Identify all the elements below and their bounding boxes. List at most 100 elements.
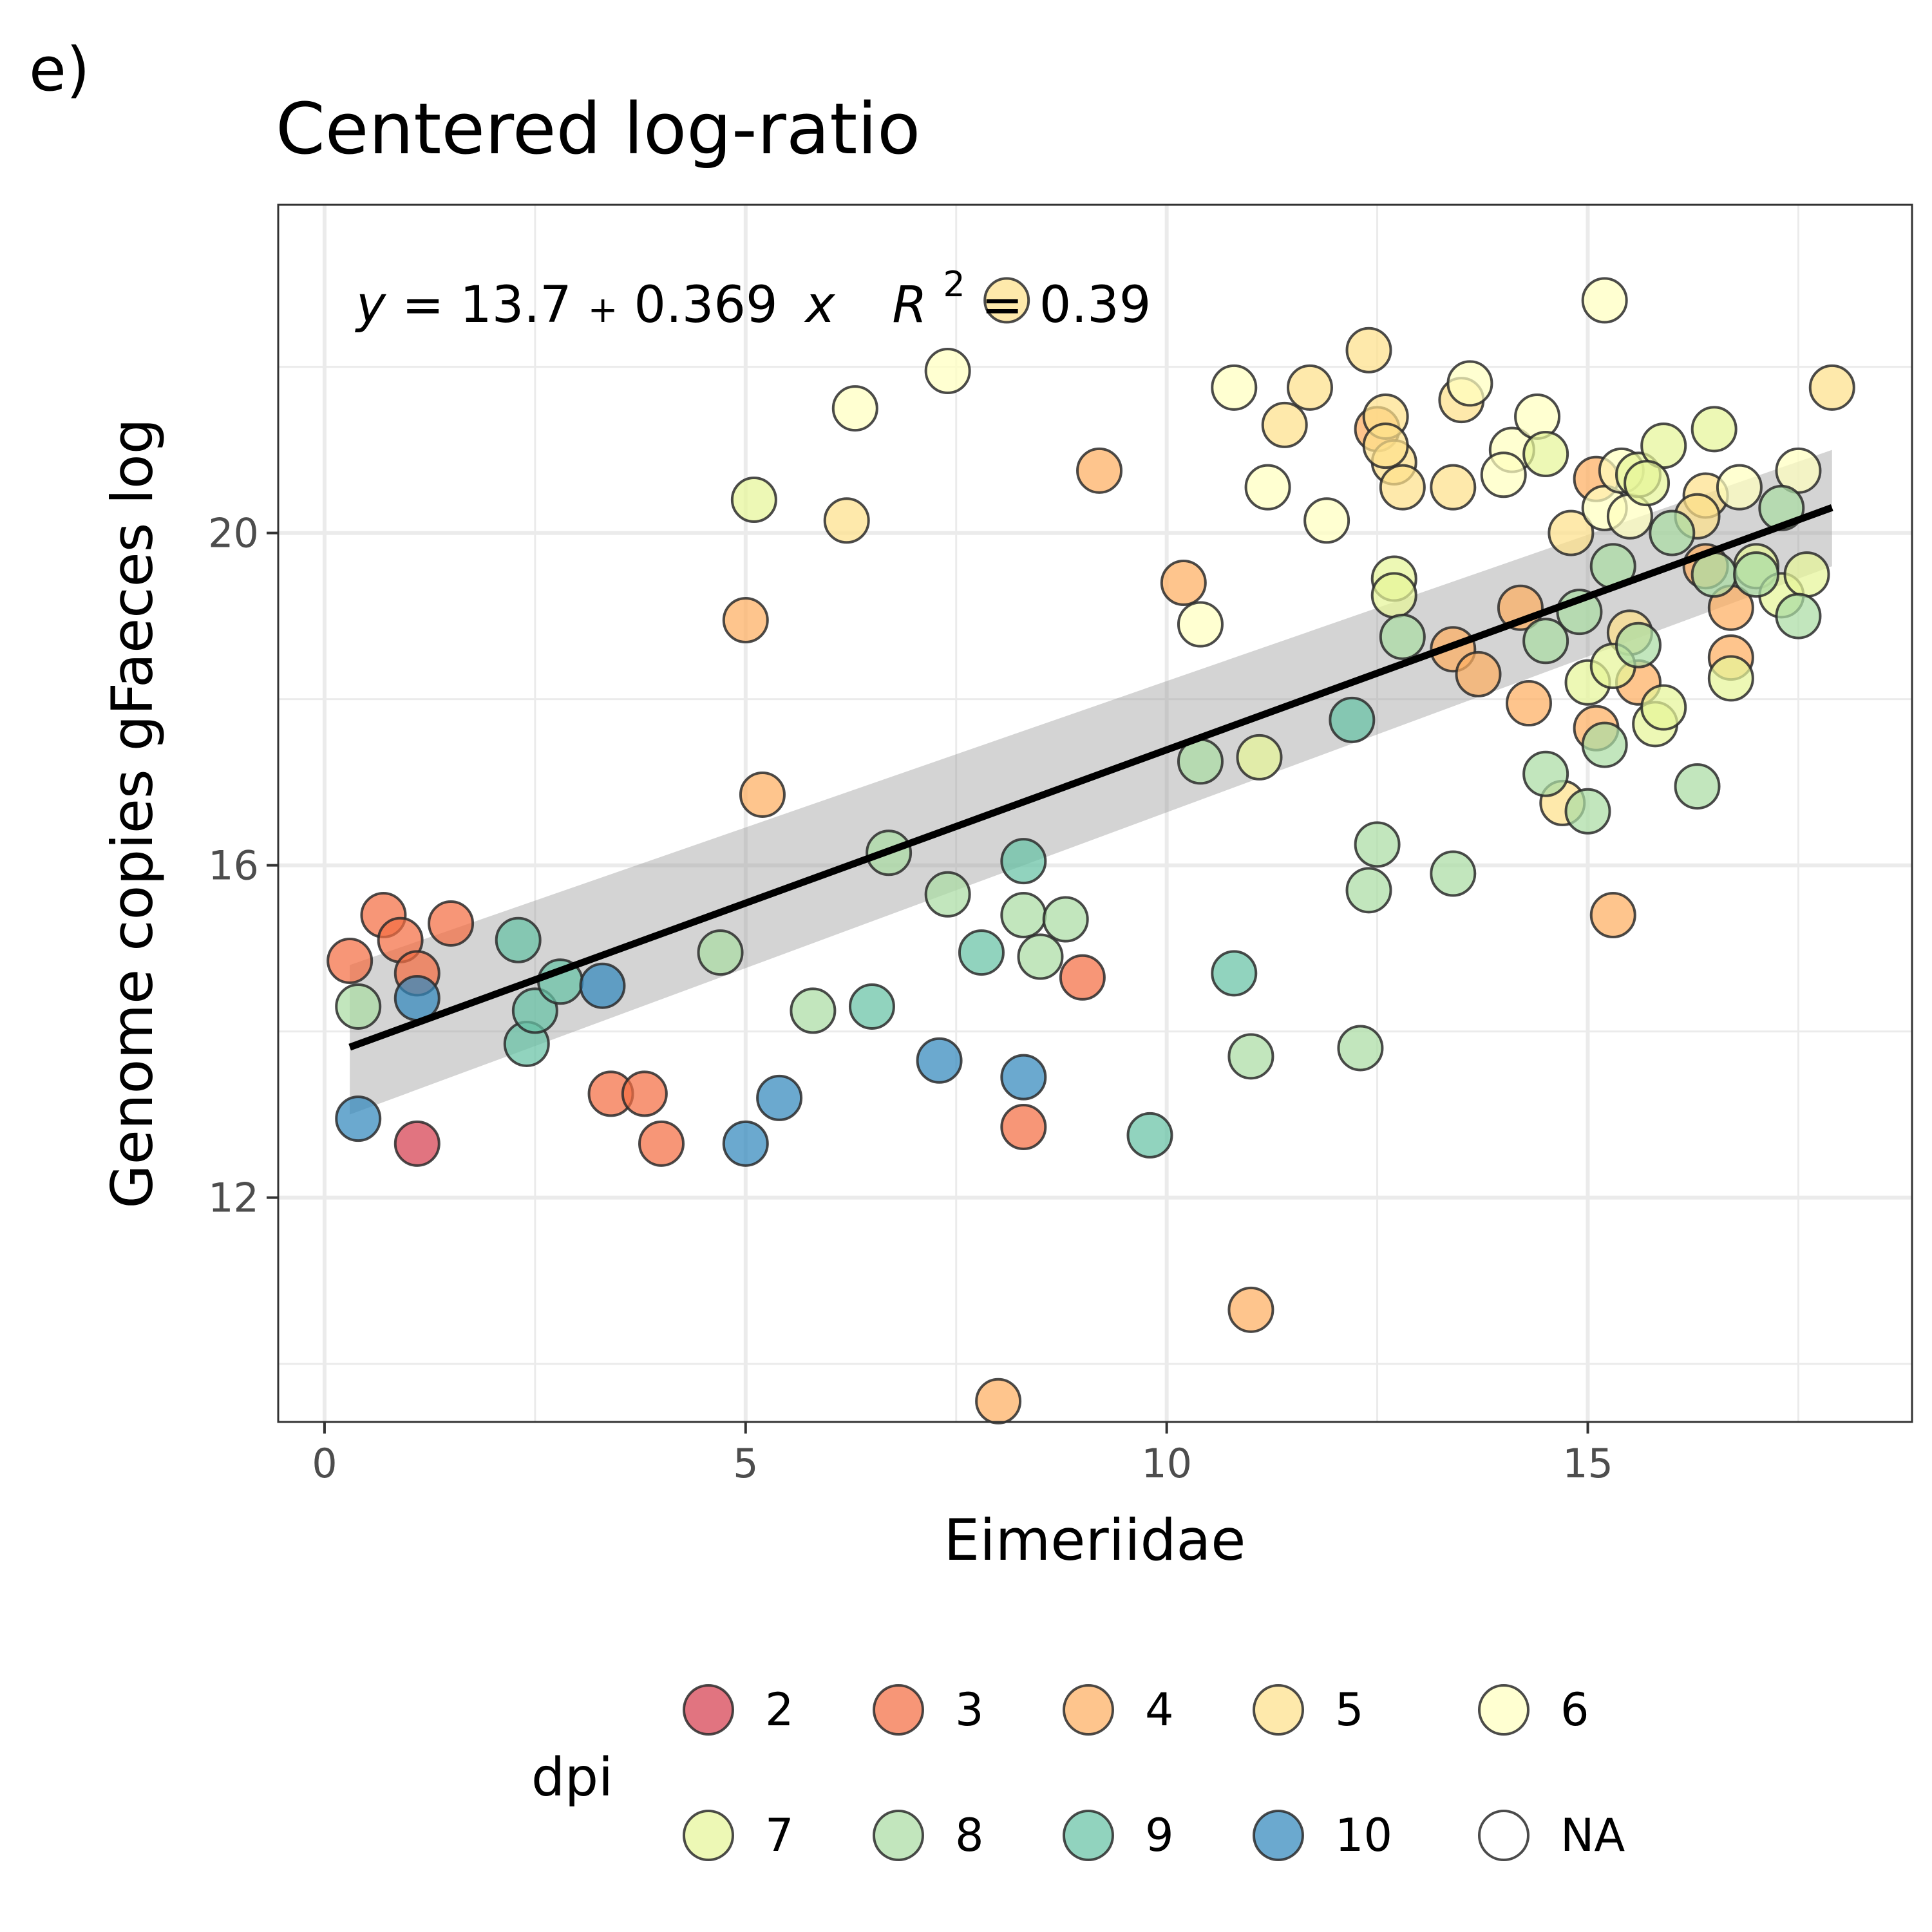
data-point-dpi-8 [335,983,382,1030]
data-point-dpi-7 [1640,684,1687,731]
data-point-dpi-9 [1126,1112,1173,1159]
legend-label-8: 8 [955,1809,984,1862]
legend-label-4: 4 [1145,1683,1174,1736]
data-point-dpi-5 [1261,401,1308,448]
data-point-dpi-10 [916,1037,963,1084]
data-point-dpi-3 [327,937,374,984]
data-point-dpi-4 [739,771,786,818]
eq-r: R [892,276,927,334]
data-point-dpi-9 [1211,950,1258,997]
data-point-dpi-8 [1042,896,1089,943]
points-layer [327,277,1855,1425]
legend-key-6 [1478,1684,1530,1736]
data-point-dpi-7 [1236,734,1283,781]
data-point-dpi-4 [722,597,769,644]
data-point-dpi-7 [1690,406,1738,453]
data-point-dpi-8 [1000,892,1047,939]
legend-label-2: 2 [765,1683,794,1736]
data-point-dpi-6 [1177,601,1224,648]
legend-key-4 [1063,1684,1114,1736]
plot-border [277,204,1913,1423]
plot-background [278,205,1912,1422]
data-point-dpi-8 [1522,750,1569,797]
data-point-dpi-4 [1505,680,1552,727]
data-point-dpi-5 [1379,464,1426,511]
x-tick-label: 5 [733,1440,758,1487]
data-point-dpi-6 [831,385,878,432]
legend-label-10: 10 [1335,1809,1392,1862]
x-tick-label: 15 [1562,1440,1613,1487]
legend-key-2 [683,1684,734,1736]
data-point-dpi-7 [1783,551,1830,598]
legend-key-NA [1478,1810,1530,1861]
legend-label-9: 9 [1145,1809,1174,1862]
data-point-dpi-4 [1160,559,1207,606]
data-point-dpi-6 [1211,364,1258,411]
data-point-dpi-10 [722,1120,769,1167]
data-point-dpi-9 [1329,696,1376,743]
y-axis: 12 16 20 [208,510,278,1222]
y-tick-label: 12 [208,1175,259,1222]
eq-slope: 0.369 [634,276,777,334]
data-point-dpi-9 [1000,838,1047,885]
data-point-dpi-5 [1345,327,1392,374]
data-point-dpi-8 [1354,821,1401,868]
eq-r-value: = 0.39 [981,276,1151,334]
data-point-dpi-6 [924,348,971,395]
legend-label-3: 3 [955,1683,984,1736]
data-point-dpi-6 [1303,497,1350,544]
data-point-dpi-8 [924,871,971,918]
eq-r-sup: 2 [943,264,965,305]
data-point-dpi-8 [1522,618,1569,665]
data-point-dpi-6 [1446,360,1493,407]
legend: dpi 2 3 4 5 6 7 8 9 10 NA [531,1683,1625,1862]
data-point-dpi-3 [428,900,475,947]
legend-key-10 [1253,1810,1304,1861]
data-point-dpi-9 [495,916,542,963]
legend-label-7: 7 [765,1809,794,1862]
x-tick-label: 0 [312,1440,337,1487]
data-point-dpi-8 [1649,509,1696,556]
regression-equation: y = 13.7 + 0.369 x R 2 = 0.39 [355,251,1151,334]
data-point-dpi-8 [1017,933,1064,980]
data-point-dpi-8 [1775,592,1822,639]
data-point-dpi-5 [823,497,870,544]
legend-title: dpi [531,1747,613,1808]
eq-plus: + [588,289,618,331]
data-point-dpi-5 [1430,464,1477,511]
data-point-dpi-5 [1808,364,1855,411]
chart-title: Centered log-ratio [276,88,920,170]
x-tick-label: 10 [1141,1440,1192,1487]
legend-key-8 [873,1810,924,1861]
data-point-dpi-10 [756,1074,803,1121]
data-point-dpi-7 [1624,460,1671,507]
y-axis-label: Genome copies gFaeces log [99,418,166,1208]
data-point-dpi-5 [1548,509,1595,556]
data-point-dpi-6 [1244,464,1291,511]
data-point-dpi-8 [1379,613,1426,660]
data-point-dpi-4 [1589,892,1636,939]
eq-x: x [803,276,835,334]
data-point-dpi-6 [1581,277,1628,324]
data-point-dpi-10 [335,1095,382,1142]
data-point-dpi-8 [1337,1025,1384,1072]
data-point-dpi-8 [790,987,837,1034]
data-point-dpi-4 [1076,447,1123,494]
x-axis: 0 5 10 15 [312,1422,1613,1487]
data-point-dpi-7 [1707,655,1754,702]
legend-key-7 [683,1810,734,1861]
regression-line [348,504,1833,1051]
eq-y: y [355,276,387,334]
data-point-dpi-10 [579,962,626,1009]
data-point-dpi-8 [1430,850,1477,897]
y-tick-label: 16 [208,842,259,889]
fit-line-layer [348,504,1833,1051]
data-point-dpi-5 [1286,364,1333,411]
legend-key-3 [873,1684,924,1736]
data-point-dpi-8 [1581,721,1628,768]
legend-label-5: 5 [1335,1683,1364,1736]
x-axis-label: Eimeriidae [944,1507,1246,1573]
data-point-dpi-2 [393,1120,440,1167]
data-point-dpi-8 [1674,763,1721,810]
plot-panel [277,204,1913,1425]
